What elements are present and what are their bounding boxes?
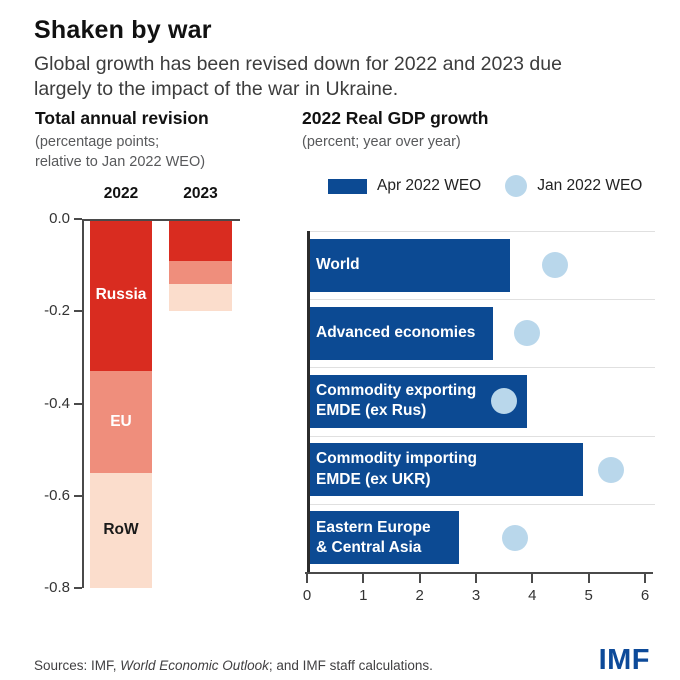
segment-label-eu: EU xyxy=(110,412,132,430)
x-tick-label: 1 xyxy=(359,587,368,604)
gdp-growth-bar-chart: World Advanced economies Commodity exporti… xyxy=(295,225,677,617)
y-tick xyxy=(74,218,82,220)
x-tick-label: 0 xyxy=(302,587,312,604)
gdp-bar-3: Commodity exporting EMDE (ex Rus) xyxy=(307,374,527,428)
y-axis-line xyxy=(307,231,310,572)
stacked-segment-eu-2023 xyxy=(169,260,232,284)
y-axis-line xyxy=(82,219,84,588)
page-title: Shaken by war xyxy=(34,16,212,44)
x-tick-label: 4 xyxy=(528,587,537,604)
x-tick xyxy=(643,574,646,583)
x-tick xyxy=(306,574,308,583)
gdp-bar-label: Eastern Europe & Central Asia xyxy=(316,518,431,556)
y-tick xyxy=(74,402,82,405)
sources-prefix: Sources: IMF, xyxy=(34,658,121,673)
x-tick xyxy=(418,574,421,583)
x-tick xyxy=(474,574,477,583)
column-header-2022: 2022 xyxy=(103,185,139,202)
stacked-segment-row-2023 xyxy=(169,283,232,312)
column-header-2023: 2023 xyxy=(183,185,218,202)
legend: Apr 2022 WEO Jan 2022 WEO xyxy=(328,175,642,197)
x-tick xyxy=(587,574,590,583)
y-tick-label: -0.8 xyxy=(44,579,70,596)
x-tick-label: 6 xyxy=(640,587,650,604)
zero-baseline xyxy=(82,219,240,221)
row-separator xyxy=(307,231,655,232)
gdp-bar-label: Advanced economies xyxy=(316,324,476,342)
imf-logo: IMF xyxy=(598,644,650,676)
gdp-bar-1: World xyxy=(307,238,510,292)
apr-weo-swatch-icon xyxy=(328,178,367,194)
gdp-bar-label: World xyxy=(316,255,360,273)
page-subtitle-line-2: largely to the impact of the war in Ukra… xyxy=(34,77,399,100)
page-subtitle-line-1: Global growth has been revised down for … xyxy=(34,53,562,75)
y-tick-label: 0.0 xyxy=(49,210,70,227)
revision-chart-title: Total annual revision xyxy=(35,108,209,128)
revision-chart-units: (percentage points; relative to Jan 2022… xyxy=(35,133,209,172)
x-tick-label: 3 xyxy=(471,587,481,604)
jan-weo-dot-5 xyxy=(502,524,529,551)
y-tick xyxy=(74,494,82,497)
revision-units-line-2: relative to Jan 2022 WEO) xyxy=(35,153,206,170)
revision-chart-header: Total annual revision (percentage points… xyxy=(35,108,209,172)
stacked-segment-eu-2022: EU xyxy=(90,371,152,473)
jan-weo-dot-2 xyxy=(513,320,540,347)
stacked-segment-row-2022: RoW xyxy=(90,472,152,588)
jan-weo-dot-4 xyxy=(598,456,625,483)
segment-label-row: RoW xyxy=(103,521,139,539)
x-tick xyxy=(531,574,534,583)
y-tick-label: -0.4 xyxy=(44,394,70,412)
y-tick xyxy=(74,587,82,589)
x-tick-label: 5 xyxy=(584,587,593,604)
gdp-bar-4: Commodity importing EMDE (ex UKR) xyxy=(307,443,584,497)
header: Shaken by war Global growth has been rev… xyxy=(34,16,654,101)
x-axis-line xyxy=(305,572,653,574)
row-separator xyxy=(307,367,655,369)
gdp-units-line: (percent; year over year) xyxy=(302,134,461,150)
gdp-bar-5: Eastern Europe & Central Asia xyxy=(307,511,460,565)
gdp-bar-2: Advanced economies xyxy=(307,306,493,360)
jan-weo-dot-3 xyxy=(491,388,518,415)
gdp-chart-header: 2022 Real GDP growth (percent; year over… xyxy=(302,108,488,153)
gdp-bar-label: Commodity importing EMDE (ex UKR) xyxy=(316,450,478,488)
sources-publication: World Economic Outlook xyxy=(120,658,269,673)
row-separator xyxy=(307,435,655,437)
gdp-chart-title: 2022 Real GDP growth xyxy=(302,108,489,128)
x-tick xyxy=(362,574,365,583)
jan-weo-dot-1 xyxy=(541,252,568,278)
stacked-segment-russia-2023 xyxy=(169,219,232,261)
segment-label-russia: Russia xyxy=(95,286,147,304)
page-subtitle: Global growth has been revised down for … xyxy=(34,52,654,101)
y-tick-label: -0.2 xyxy=(44,302,70,320)
jan-weo-swatch-icon xyxy=(505,175,528,197)
row-separator xyxy=(307,299,655,301)
y-tick xyxy=(74,310,82,313)
y-tick-label: -0.6 xyxy=(44,486,70,504)
jan-weo-legend-label: Jan 2022 WEO xyxy=(537,177,643,194)
sources-suffix: ; and IMF staff calculations. xyxy=(268,658,433,673)
gdp-bar-label: Commodity exporting EMDE (ex Rus) xyxy=(316,382,477,420)
gdp-chart-units: (percent; year over year) xyxy=(302,133,488,153)
stacked-segment-russia-2022: Russia xyxy=(90,219,152,372)
apr-weo-legend-label: Apr 2022 WEO xyxy=(377,177,482,194)
revision-stacked-bar-chart: 2022 2023 0.0 -0.2 -0.4 -0.6 -0.8 Russia EU RoW xyxy=(34,185,274,617)
sources-note: Sources: IMF, World Economic Outlook; an… xyxy=(34,658,433,673)
revision-units-line-1: (percentage points; xyxy=(35,134,160,150)
x-tick-label: 2 xyxy=(415,587,424,604)
row-separator xyxy=(307,503,655,505)
